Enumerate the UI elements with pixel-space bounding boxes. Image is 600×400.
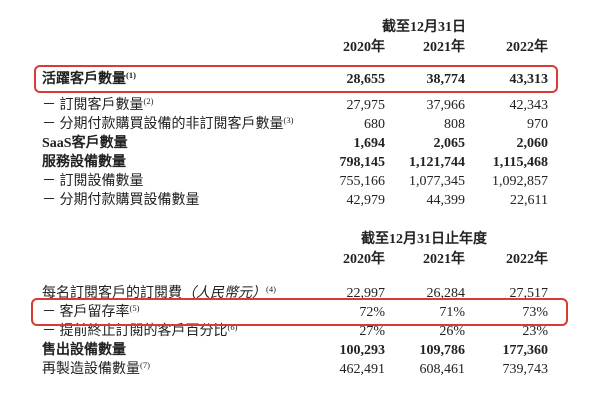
footnote-marker: (4) [266,284,276,294]
value-2021: 26,284 [426,286,466,301]
table-row-customer-retention-rate: － 客戶留存率(5) 72% 71% 73% [31,298,568,326]
value-2021: 71% [439,305,465,320]
value-2020: 798,145 [339,155,386,170]
value-2020: 27,975 [346,98,386,113]
value-2022: 1,092,857 [492,174,548,189]
row-label-text: － 訂閱設備數量 [42,174,144,189]
report-content: 截至12月31日 2020年 2021年 2022年 活躍客戶數量(1) 28,… [31,18,568,379]
value-2021: 1,121,744 [409,155,465,170]
table-annual-metrics: 截至12月31日止年度 2020年 2021年 2022年 每名訂閱客戶的訂閱費… [31,230,568,379]
table-row-devices-in-service: 服務設備數量 798,145 1,121,744 1,115,468 [42,153,548,172]
row-label: 服務設備數量 [42,153,300,172]
row-label-text: － 客戶留存率 [42,305,130,320]
row-label-note: （人民幣元） [182,286,266,301]
row-label: 售出設備數量 [42,341,300,360]
row-label-text: 售出設備數量 [42,343,126,358]
table2-year-2020: 2020年 [343,252,385,267]
value-2020: 680 [364,117,385,132]
row-label: － 訂閱設備數量 [42,172,300,191]
footnote-marker: (1) [126,70,136,80]
table1-period-header-row: 截至12月31日 [42,18,548,38]
table-row-subscription-devices: － 訂閱設備數量 755,166 1,077,345 1,092,857 [42,172,548,191]
table-row-subscription-fee-per-customer: 每名訂閱客戶的訂閱費（人民幣元）(4) 22,997 26,284 27,517 [42,284,548,303]
row-label: 再製造設備數量(7) [42,360,300,379]
value-2020: 462,491 [339,362,386,377]
row-label: － 客戶留存率(5) [42,303,300,322]
table-row-installment-purchased-devices: － 分期付款購買設備數量 42,979 44,399 22,611 [42,191,548,210]
row-label: － 提前終止訂閱的客戶百分比(6) [42,322,300,341]
table-row-subscription-customers: － 訂閱客戶數量(2) 27,975 37,966 42,343 [42,96,548,115]
value-2021: 38,774 [426,72,466,87]
table1-year-2021: 2021年 [423,40,465,55]
table-row-saas-customers: SaaS客戶數量 1,694 2,065 2,060 [42,134,548,153]
value-2022: 22,611 [510,193,548,208]
value-2021: 26% [439,324,465,339]
table-row-active-customers: 活躍客戶數量(1) 28,655 38,774 43,313 [34,65,558,93]
row-label: － 分期付款購買設備數量 [42,191,300,210]
value-2020: 755,166 [339,174,386,189]
table1-body: 活躍客戶數量(1) 28,655 38,774 43,313 － 訂閱客戶數量(… [34,65,558,210]
value-2021: 44,399 [426,193,466,208]
value-2022: 739,743 [502,362,549,377]
row-label-text: － 訂閱客戶數量 [42,98,144,113]
table-row-early-termination-percentage: － 提前終止訂閱的客戶百分比(6) 27% 26% 23% [42,322,548,341]
value-2022: 177,360 [502,343,549,358]
row-label: － 分期付款購買設備的非訂閱客戶數量(3) [42,115,300,134]
value-2021: 109,786 [419,343,466,358]
row-label-text: － 提前終止訂閱的客戶百分比 [42,324,228,339]
value-2021: 37,966 [426,98,466,113]
row-label-text: 活躍客戶數量 [42,72,126,87]
value-2022: 23% [522,324,548,339]
value-2022: 1,115,468 [492,155,548,170]
row-label-text: － 分期付款購買設備數量 [42,193,200,208]
value-2021: 808 [444,117,465,132]
value-2020: 100,293 [339,343,386,358]
table-row-installment-nonsubscription-customers: － 分期付款購買設備的非訂閱客戶數量(3) 680 808 970 [42,115,548,134]
value-2022: 73% [522,305,548,320]
table2-year-2021: 2021年 [423,252,465,267]
table2-period-header: 截至12月31日止年度 [361,232,487,247]
value-2020: 22,997 [346,286,386,301]
footnote-marker: (5) [129,303,140,313]
footnote-marker: (2) [143,96,154,106]
row-label-text: 再製造設備數量 [42,362,140,377]
table-row-devices-sold: 售出設備數量 100,293 109,786 177,360 [42,341,548,360]
table1-period-header: 截至12月31日 [382,20,466,35]
row-label: 每名訂閱客戶的訂閱費（人民幣元）(4) [42,284,300,303]
value-2022: 42,343 [509,98,549,113]
footnote-marker: (6) [227,322,238,332]
table1-year-2022: 2022年 [506,40,548,55]
footnote-marker: (3) [283,115,294,125]
row-label-text: SaaS客戶數量 [42,136,128,151]
table-operating-metrics: 截至12月31日 2020年 2021年 2022年 活躍客戶數量(1) 28,… [34,18,558,210]
row-label: 活躍客戶數量(1) [42,70,300,89]
value-2020: 28,655 [346,72,386,87]
value-2021: 1,077,345 [409,174,465,189]
value-2022: 2,060 [516,136,549,151]
value-2022: 27,517 [509,286,549,301]
table1-year-2020: 2020年 [343,40,385,55]
value-2021: 2,065 [433,136,466,151]
value-2020: 1,694 [353,136,386,151]
row-label-text: 服務設備數量 [42,155,126,170]
row-label-text: － 分期付款購買設備的非訂閱客戶數量 [42,117,284,132]
value-2020: 42,979 [346,193,386,208]
table2-period-header-row: 截至12月31日止年度 [42,230,548,250]
table-row-remanufactured-devices: 再製造設備數量(7) 462,491 608,461 739,743 [42,360,548,379]
value-2021: 608,461 [419,362,466,377]
table1-years-row: 2020年 2021年 2022年 [42,38,548,58]
row-label: SaaS客戶數量 [42,134,300,153]
footnote-marker: (7) [140,360,150,370]
row-label: － 訂閱客戶數量(2) [42,96,300,115]
row-label-text: 每名訂閱客戶的訂閱費 [42,286,182,301]
table2-years-row: 2020年 2021年 2022年 [42,250,548,270]
value-2022: 970 [527,117,548,132]
value-2020: 27% [359,324,385,339]
table2-year-2022: 2022年 [506,252,548,267]
value-2022: 43,313 [509,72,549,87]
value-2020: 72% [359,305,385,320]
table2-body: 每名訂閱客戶的訂閱費（人民幣元）(4) 22,997 26,284 27,517… [31,284,568,379]
